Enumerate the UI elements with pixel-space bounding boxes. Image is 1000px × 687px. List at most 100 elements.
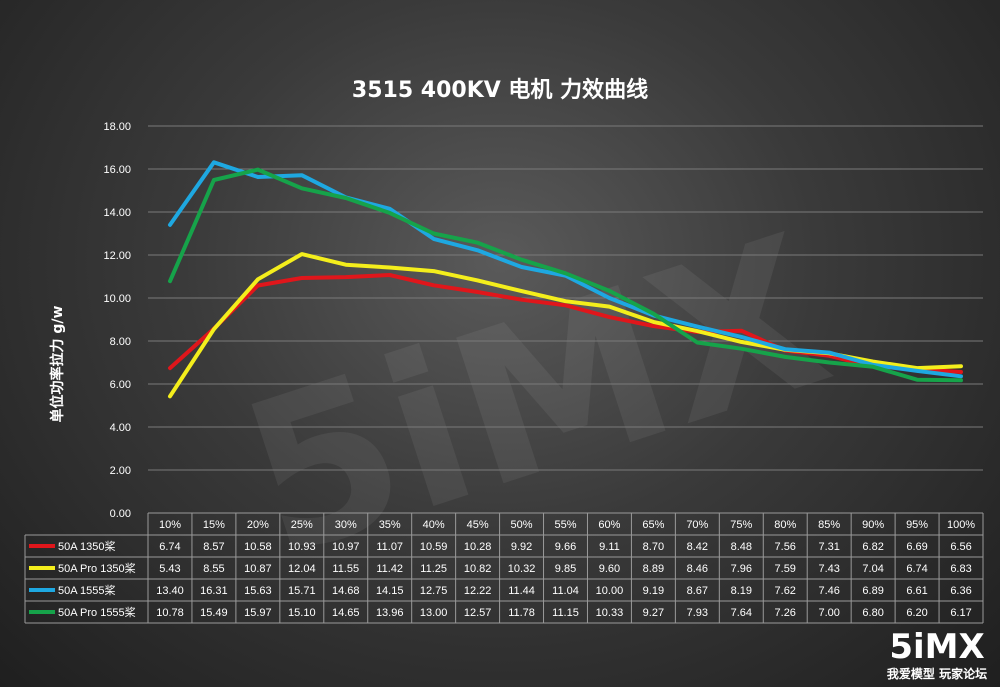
x-tick-label: 90% xyxy=(862,519,884,531)
y-tick-label: 10.00 xyxy=(103,293,131,305)
logo-main-text: 5iMX xyxy=(889,627,984,667)
data-cell: 15.97 xyxy=(244,607,272,619)
logo-sub-text: 我爱模型 玩家论坛 xyxy=(887,666,987,681)
data-cell: 11.55 xyxy=(332,563,359,575)
data-cell: 9.27 xyxy=(643,607,664,619)
data-cell: 6.74 xyxy=(906,563,927,575)
data-cell: 15.10 xyxy=(288,607,316,619)
data-cell: 8.70 xyxy=(643,541,664,553)
data-cell: 6.74 xyxy=(159,541,180,553)
data-cell: 6.56 xyxy=(950,541,971,553)
data-table: 10% 15% 20% 25% 30% 35% 40% 45% 50% 55% 60% 65% 70% 7… xyxy=(24,512,984,624)
data-cell: 10.59 xyxy=(420,541,448,553)
data-cell: 10.78 xyxy=(156,607,184,619)
data-cell: 9.60 xyxy=(599,563,620,575)
x-tick-label: 60% xyxy=(598,519,620,531)
y-tick-label: 16.00 xyxy=(103,164,131,176)
data-cell: 6.61 xyxy=(906,585,927,597)
data-cell: 10.32 xyxy=(508,563,536,575)
series-line-4 xyxy=(168,167,963,383)
data-cell: 7.62 xyxy=(775,585,796,597)
data-cell: 8.57 xyxy=(203,541,224,553)
y-axis-ticks: 0.00 2.00 4.00 6.00 8.00 10.00 12.00 14.00 16.00… xyxy=(103,121,131,520)
data-cell: 16.31 xyxy=(200,585,228,597)
data-cell: 15.63 xyxy=(244,585,272,597)
x-tick-label: 75% xyxy=(730,519,752,531)
data-cell: 8.42 xyxy=(687,541,708,553)
data-cell: 6.20 xyxy=(906,607,927,619)
data-cell: 11.42 xyxy=(376,563,403,575)
data-cell: 11.15 xyxy=(552,607,579,619)
data-cell: 15.71 xyxy=(288,585,316,597)
data-cell: 8.67 xyxy=(687,585,708,597)
data-cell: 7.43 xyxy=(818,563,839,575)
x-tick-label: 10% xyxy=(159,519,181,531)
data-cell: 7.00 xyxy=(818,607,839,619)
series-line-3 xyxy=(168,160,963,379)
x-tick-label: 70% xyxy=(686,519,708,531)
data-cell: 15.49 xyxy=(200,607,228,619)
x-tick-label: 20% xyxy=(247,519,269,531)
data-cell: 12.04 xyxy=(288,563,316,575)
y-tick-label: 2.00 xyxy=(110,465,131,477)
y-tick-label: 6.00 xyxy=(110,379,131,391)
data-cell: 12.22 xyxy=(464,585,492,597)
data-cell: 9.85 xyxy=(555,563,576,575)
data-cell: 9.19 xyxy=(643,585,664,597)
data-cell: 14.15 xyxy=(376,585,404,597)
data-cell: 8.19 xyxy=(731,585,752,597)
legend-label-3: 50A 1555桨 xyxy=(58,583,116,597)
gridlines xyxy=(148,125,983,514)
data-cell: 7.31 xyxy=(818,541,839,553)
series-lines xyxy=(168,160,963,399)
data-cell: 10.33 xyxy=(596,607,624,619)
data-cell: 7.93 xyxy=(687,607,708,619)
site-logo[interactable]: 5iMX 我爱模型 玩家论坛 xyxy=(887,627,987,681)
series-line-1 xyxy=(168,273,963,374)
data-cell: 8.89 xyxy=(643,563,664,575)
legend-label-1: 50A 1350桨 xyxy=(58,539,116,553)
data-cell: 9.11 xyxy=(599,541,620,553)
y-tick-label: 14.00 xyxy=(103,207,131,219)
data-cell: 7.64 xyxy=(731,607,752,619)
data-cell: 12.75 xyxy=(420,585,448,597)
data-cell: 6.82 xyxy=(862,541,883,553)
data-cell: 6.89 xyxy=(862,585,883,597)
data-cell: 6.36 xyxy=(950,585,971,597)
data-cell: 11.44 xyxy=(508,585,535,597)
data-cell: 11.25 xyxy=(420,563,447,575)
x-tick-label: 50% xyxy=(511,519,533,531)
data-cell: 10.87 xyxy=(244,563,272,575)
x-tick-label: 95% xyxy=(906,519,928,531)
x-tick-label: 25% xyxy=(291,519,313,531)
data-cell: 8.48 xyxy=(731,541,752,553)
y-tick-label: 8.00 xyxy=(110,336,131,348)
y-tick-label: 4.00 xyxy=(110,422,131,434)
data-cell: 10.58 xyxy=(244,541,272,553)
y-tick-label: 12.00 xyxy=(103,250,131,262)
data-cell: 6.69 xyxy=(906,541,927,553)
data-cell: 10.82 xyxy=(464,563,492,575)
legend-label-4: 50A Pro 1555桨 xyxy=(58,605,136,619)
data-cell: 13.96 xyxy=(376,607,404,619)
x-tick-label: 45% xyxy=(467,519,489,531)
data-cell: 11.04 xyxy=(552,585,579,597)
data-cell: 8.55 xyxy=(203,563,224,575)
data-cell: 11.07 xyxy=(376,541,403,553)
y-tick-label: 18.00 xyxy=(103,121,131,133)
x-tick-label: 35% xyxy=(379,519,401,531)
data-cell: 7.26 xyxy=(775,607,796,619)
x-tick-label: 30% xyxy=(335,519,357,531)
data-cell: 10.28 xyxy=(464,541,492,553)
data-cell: 7.46 xyxy=(818,585,839,597)
data-cell: 14.68 xyxy=(332,585,360,597)
data-cell: 8.46 xyxy=(687,563,708,575)
data-cell: 12.57 xyxy=(464,607,492,619)
y-axis-label: 单位功率拉力 g/w xyxy=(49,305,66,422)
x-tick-label: 55% xyxy=(554,519,576,531)
x-tick-label: 100% xyxy=(947,519,975,531)
data-cell: 14.65 xyxy=(332,607,360,619)
x-tick-label: 85% xyxy=(818,519,840,531)
data-cell: 10.93 xyxy=(288,541,316,553)
